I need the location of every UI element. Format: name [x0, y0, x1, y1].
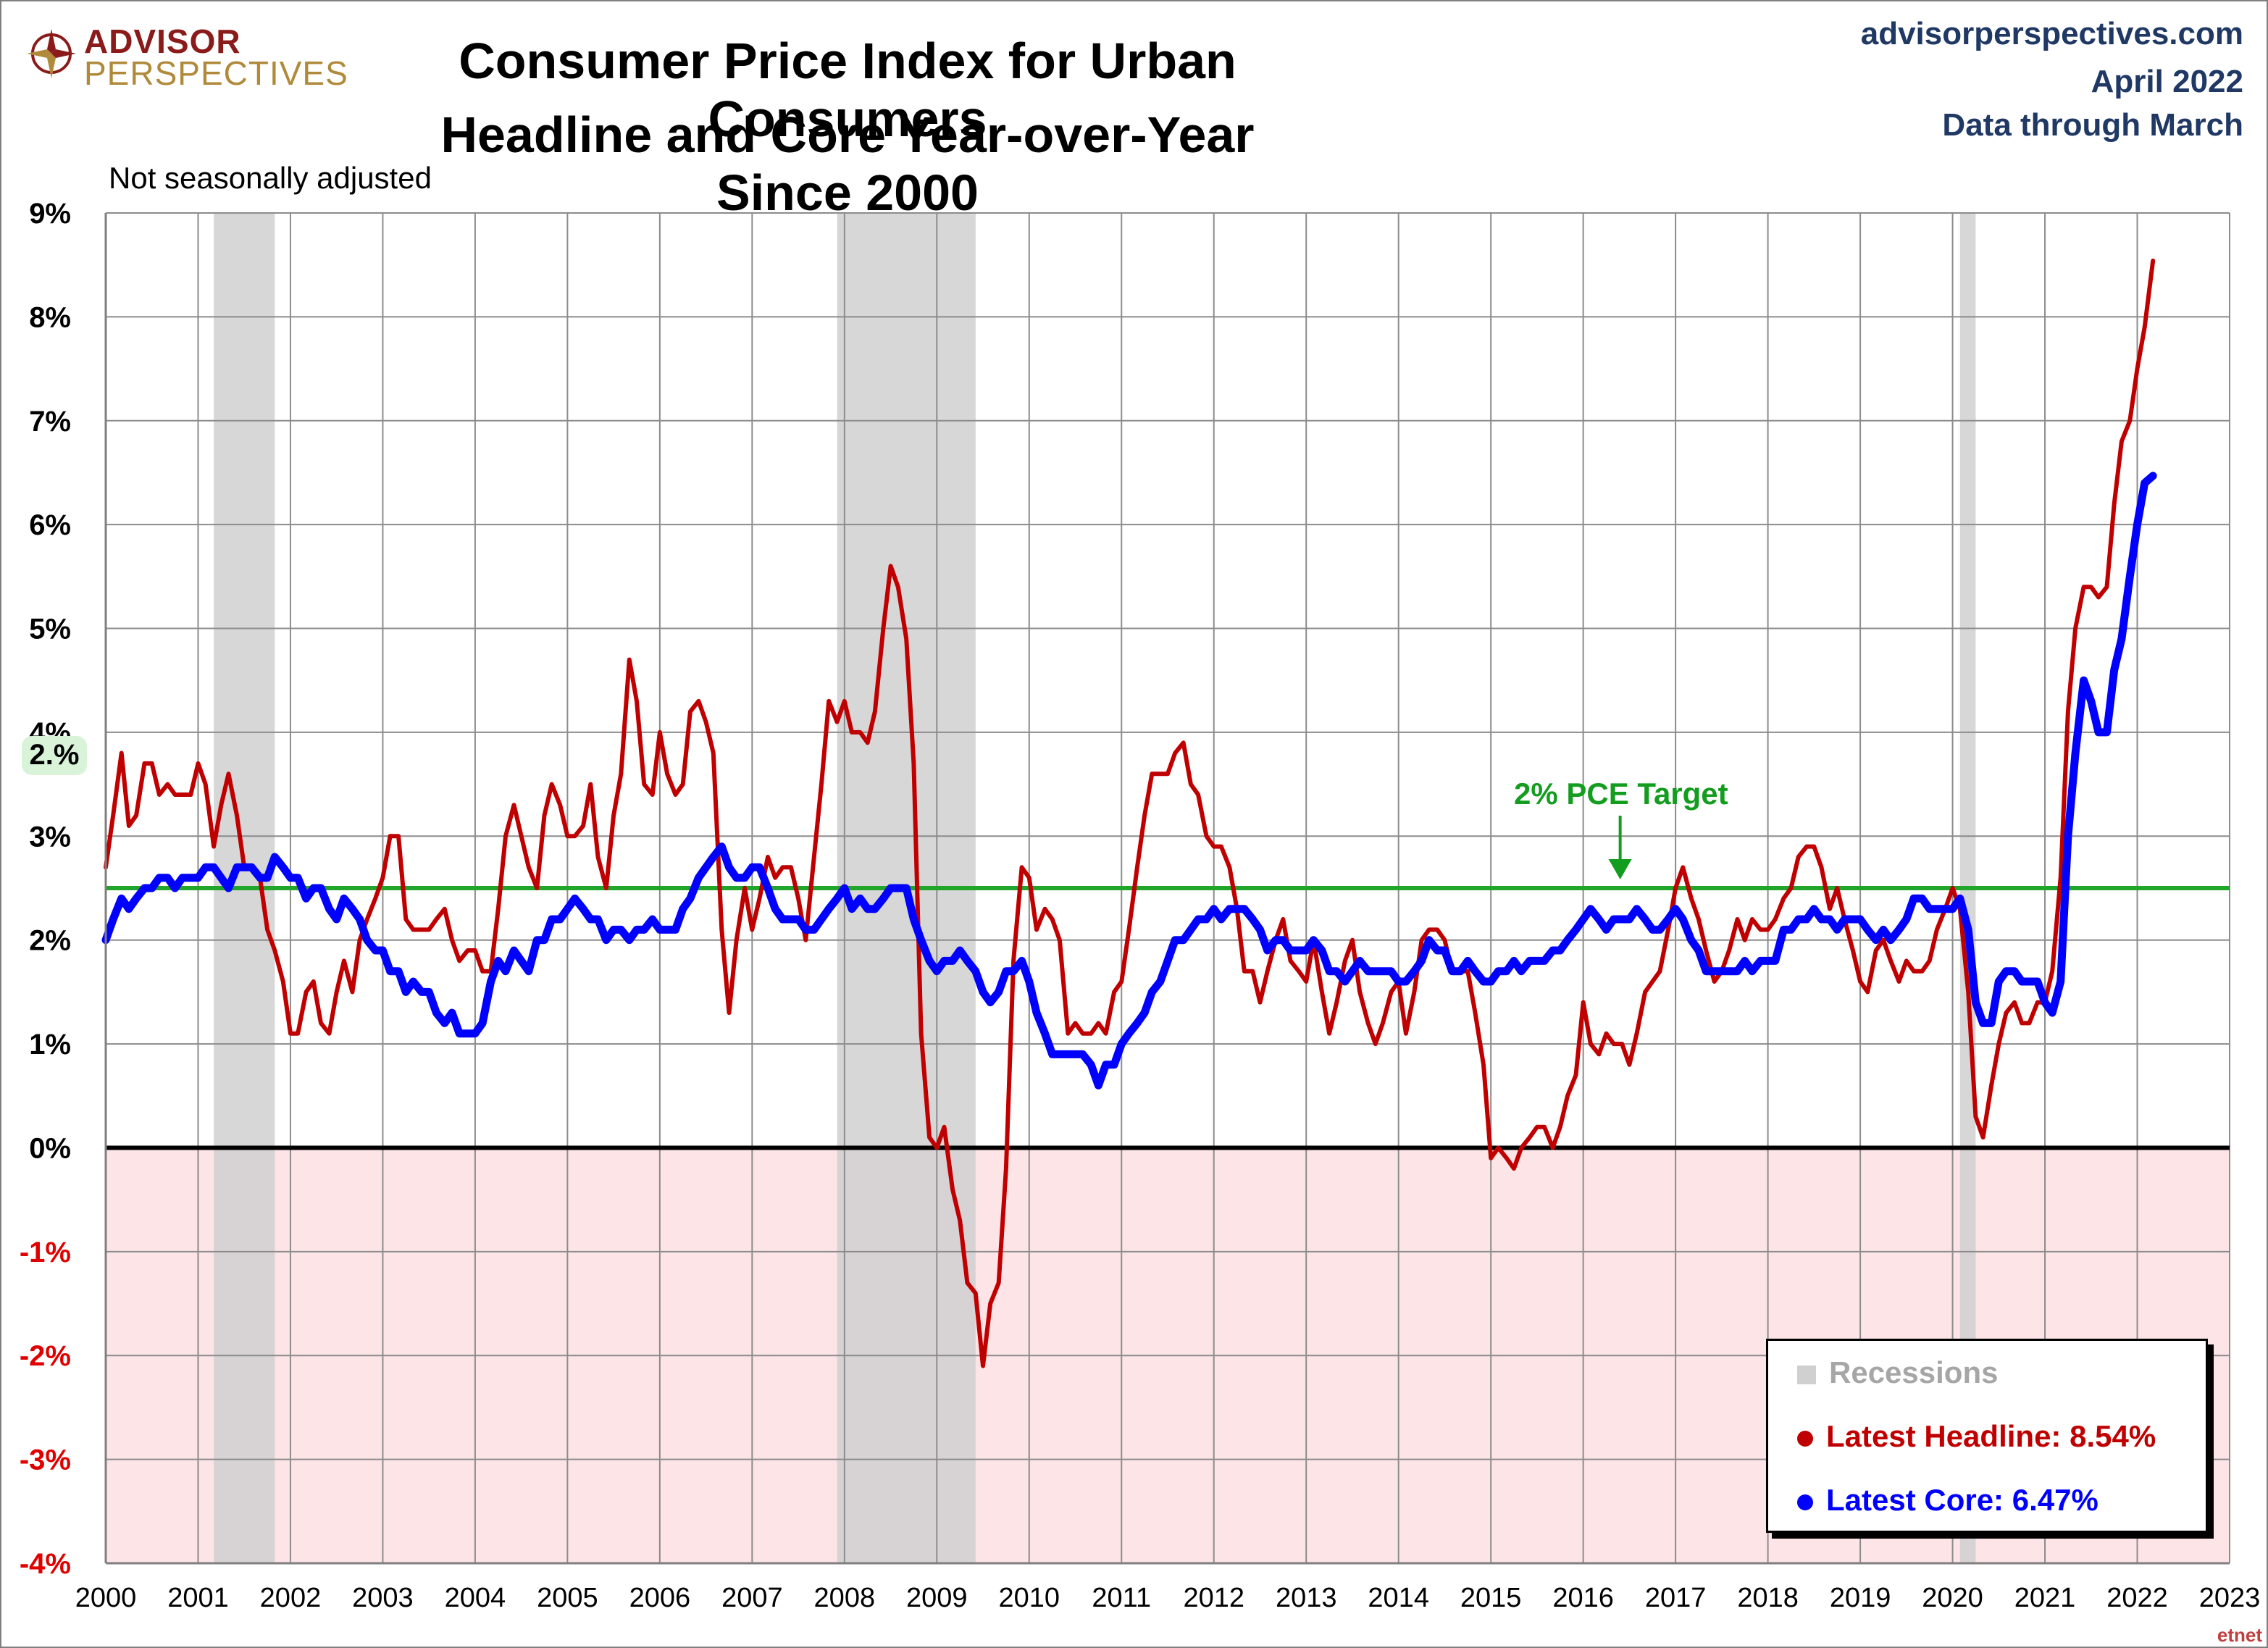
x-tick-label: 2010: [999, 1583, 1060, 1613]
x-tick-label: 2009: [906, 1583, 968, 1613]
chart-legend: Recessions Latest Headline: 8.54% Latest…: [1766, 1339, 2208, 1533]
x-tick-label: 2003: [352, 1583, 414, 1613]
x-tick-label: 2005: [537, 1583, 598, 1613]
legend-core-label: Latest Core: 6.47%: [1826, 1483, 2098, 1517]
x-tick-label: 2018: [1737, 1583, 1799, 1613]
x-tick-label: 2004: [445, 1583, 506, 1613]
side-label-text: 2.%: [30, 739, 80, 771]
y-tick-label: 8%: [29, 301, 71, 333]
y-tick-label: -3%: [20, 1444, 71, 1476]
advisor-perspectives-logo: ADVISOR PERSPECTIVES: [26, 22, 348, 92]
legend-recessions-label: Recessions: [1829, 1355, 1999, 1389]
legend-core: Latest Core: 6.47%: [1797, 1483, 2098, 1518]
x-tick-label: 2016: [1552, 1583, 1614, 1613]
legend-core-dot: [1797, 1494, 1813, 1510]
x-tick-label: 2011: [1092, 1583, 1151, 1613]
x-tick-label: 2020: [1922, 1583, 1983, 1613]
chart-title-line1: Consumer Price Index for Urban Consumers: [459, 33, 1236, 147]
legend-recession-swatch: [1797, 1365, 1816, 1384]
x-tick-label: 2006: [629, 1583, 691, 1613]
side-label-badge: [22, 736, 87, 775]
y-tick-label: 1%: [29, 1029, 71, 1061]
pce-target-label: 2% PCE Target: [1514, 777, 1728, 811]
chart-title-line2: Headline and Core Year-over-Year Since 2…: [440, 106, 1255, 221]
x-tick-label: 2017: [1645, 1583, 1707, 1613]
y-tick-label: -2%: [20, 1340, 71, 1372]
compass-icon: [27, 29, 76, 78]
x-tick-label: 2001: [167, 1583, 229, 1613]
y-tick-label: 2%: [29, 925, 71, 957]
x-tick-label: 2002: [260, 1583, 322, 1613]
x-tick-label: 2008: [814, 1583, 876, 1613]
x-tick-label: 2015: [1460, 1583, 1522, 1613]
chart-subtitle: Not seasonally adjusted: [109, 161, 432, 195]
target-arrow-head: [1608, 859, 1632, 879]
y-tick-label: 0%: [29, 1132, 71, 1164]
x-tick-label: 2012: [1183, 1583, 1244, 1613]
publish-date: April 2022: [2091, 64, 2243, 99]
x-tick-label: 2000: [75, 1583, 137, 1613]
x-tick-label: 2021: [2014, 1583, 2076, 1613]
legend-recessions: Recessions: [1797, 1355, 1998, 1390]
y-tick-label: 7%: [29, 406, 71, 438]
legend-headline-label: Latest Headline: 8.54%: [1826, 1419, 2156, 1453]
headline-series-line: [104, 259, 2156, 1368]
y-tick-label: 5%: [29, 614, 71, 645]
x-tick-label: 2019: [1830, 1583, 1891, 1613]
x-tick-label: 2013: [1276, 1583, 1337, 1613]
x-tick-label: 2007: [721, 1583, 783, 1613]
source-watermark: etnet: [2217, 1624, 2262, 1646]
logo-text-bottom: PERSPECTIVES: [84, 54, 348, 92]
legend-headline-dot: [1797, 1430, 1813, 1447]
y-tick-label: 3%: [29, 821, 71, 853]
logo-text-top: ADVISOR: [84, 22, 241, 60]
core-series-line: [101, 472, 2157, 1089]
site-url: advisorperspectives.com: [1860, 16, 2243, 51]
x-tick-label: 2022: [2106, 1583, 2168, 1613]
legend-headline: Latest Headline: 8.54%: [1797, 1419, 2156, 1454]
data-through: Data through March: [1942, 107, 2243, 143]
y-tick-label: 9%: [29, 198, 71, 230]
x-tick-label: 2023: [2199, 1583, 2261, 1613]
y-tick-label: 6%: [29, 509, 71, 541]
x-tick-label: 2014: [1368, 1583, 1429, 1613]
y-tick-label: -4%: [20, 1548, 71, 1580]
y-tick-label: -1%: [20, 1237, 71, 1268]
